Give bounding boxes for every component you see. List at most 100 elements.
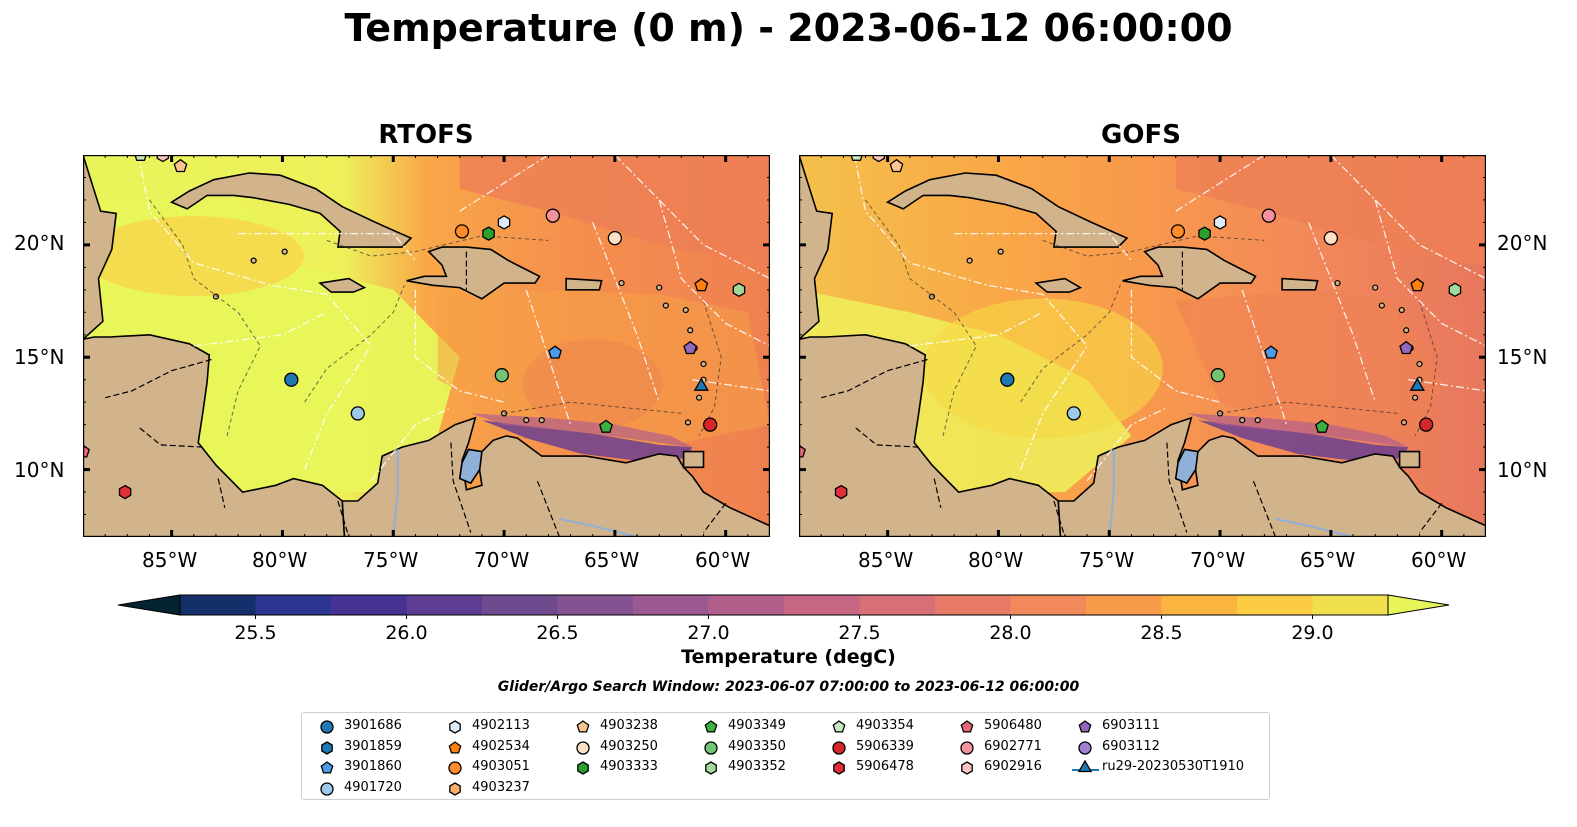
legend-label: 4903238: [600, 718, 658, 733]
legend-label: 4903350: [728, 738, 786, 754]
lon-tick-left-60: 60°W: [695, 548, 751, 572]
legend-marker-icon: [705, 761, 717, 775]
float-marker-4902534: [694, 277, 709, 292]
central-america-land: [83, 155, 346, 537]
puerto-rico-land: [1281, 277, 1319, 291]
float-marker-5906339: [1419, 417, 1434, 432]
lon-tick-right-75: 75°W: [1079, 548, 1135, 572]
lake-maracaibo-lake: [458, 448, 483, 485]
legend-label: 5906339: [856, 738, 914, 754]
legend-label: 4903349: [728, 718, 786, 733]
float-marker-4903051: [454, 224, 470, 239]
float-marker-4903333: [1198, 226, 1211, 241]
float-marker-3901686: [1000, 372, 1015, 387]
float-marker-6902916: [156, 155, 170, 163]
float-marker-5906480: [799, 444, 806, 458]
legend-marker-icon: [448, 761, 462, 775]
colorbar-bin: [180, 595, 256, 615]
lon-tick-right-70: 70°W: [1190, 548, 1246, 572]
panel-title-gofs: GOFS: [1101, 120, 1181, 150]
legend-marker-icon: [448, 740, 462, 754]
legend-marker-icon: [704, 740, 718, 755]
legend-marker-icon: [960, 740, 974, 755]
float-marker-4903350: [494, 368, 509, 383]
hispaniola-land: [1122, 246, 1257, 300]
colorbar-bin: [255, 595, 332, 615]
colorbar-tick-label: 27.5: [838, 622, 880, 642]
legend-label: 4903051: [472, 759, 530, 774]
legend-label: 5906480: [984, 718, 1042, 733]
float-marker-4902534: [1410, 277, 1425, 292]
lon-tick-left-75: 75°W: [363, 548, 419, 572]
legend-label: 4903237: [472, 779, 530, 795]
float-marker-4903250: [1323, 230, 1339, 246]
float-marker-5906480: [83, 444, 90, 458]
float-marker-4903352: [1448, 282, 1462, 298]
lon-tick-left-65: 65°W: [584, 548, 640, 572]
legend-marker-icon: [449, 720, 461, 734]
legend-marker-icon: [320, 761, 334, 774]
float-marker-5906478: [834, 484, 848, 500]
float-marker-4902113: [497, 215, 511, 230]
legend-label: 4902534: [472, 738, 530, 754]
float-marker-4903051: [1170, 224, 1186, 239]
legend-label: ru29-20230530T1910: [1102, 759, 1245, 774]
colorbar-bin: [1010, 595, 1087, 615]
float-marker-6902771: [1261, 208, 1276, 223]
colorbar-bin: [1312, 595, 1389, 615]
colorbar-bin: [406, 595, 483, 615]
float-marker-ru29-20230530T1910: [1409, 377, 1425, 391]
float-marker-ru29-20230530T1910: [693, 377, 709, 391]
upwelling-band: [481, 420, 693, 461]
central-america-land: [799, 155, 1062, 537]
legend-marker-icon: [833, 761, 845, 775]
lat-tick-right-10: 10°N: [1497, 458, 1548, 482]
colorbar-tick-label: 28.0: [989, 622, 1031, 642]
map-frame: [83, 155, 770, 537]
legend-marker-icon: [576, 740, 590, 755]
gofs-map: [799, 155, 1486, 537]
colorbar-tick-label: 28.5: [1140, 622, 1182, 642]
legend-marker-icon: [961, 761, 973, 775]
float-marker-3901860: [548, 345, 562, 359]
float-marker-3901860: [1264, 345, 1278, 359]
colorbar-tick-label: 29.0: [1291, 622, 1333, 642]
colorbar-tick-label: 27.0: [687, 622, 729, 642]
float-marker-4901720: [1066, 406, 1081, 421]
legend-marker-icon: [960, 720, 974, 733]
cuba-land: [169, 172, 413, 248]
float-marker-4902113: [1213, 215, 1227, 230]
jamaica-land: [318, 277, 367, 293]
legend-label: 4901720: [344, 779, 402, 795]
colorbar-bin: [633, 595, 709, 615]
lon-tick-left-85: 85°W: [142, 548, 198, 572]
lon-tick-right-60: 60°W: [1411, 548, 1467, 572]
lon-tick-left-80: 80°W: [252, 548, 308, 572]
float-marker-5906478: [118, 484, 132, 500]
search-window-text: Glider/Argo Search Window: 2023-06-07 07…: [497, 679, 1080, 695]
legend-label: 6902916: [984, 759, 1042, 774]
float-marker-4903238: [173, 158, 188, 173]
float-marker-6903111: [1399, 340, 1414, 355]
colorbar-bin: [784, 595, 860, 615]
legend-marker-icon: [449, 781, 461, 796]
float-legend: 3901686 3901859 3901860 4901720 4902113 49025…: [301, 712, 1270, 800]
legend-label: 4903354: [856, 718, 914, 733]
cuba-land: [885, 172, 1129, 248]
float-marker-4903349: [599, 419, 613, 433]
colorbar-bin: [1086, 595, 1162, 615]
legend-marker-icon: [320, 720, 334, 734]
lon-tick-right-65: 65°W: [1300, 548, 1356, 572]
float-marker-6902771: [545, 208, 560, 223]
float-marker-4901720: [350, 406, 365, 421]
legend-label: 6903112: [1102, 738, 1160, 754]
colorbar-bin: [935, 595, 1011, 615]
hispaniola-land: [406, 246, 541, 300]
legend-marker-icon: [320, 781, 334, 796]
float-marker-6902916: [872, 155, 886, 163]
float-marker-6903111: [683, 340, 698, 355]
float-marker-4903238: [889, 158, 904, 173]
float-marker-4903250: [607, 230, 623, 246]
map-frame: [799, 155, 1486, 537]
jamaica-land: [1034, 277, 1083, 293]
